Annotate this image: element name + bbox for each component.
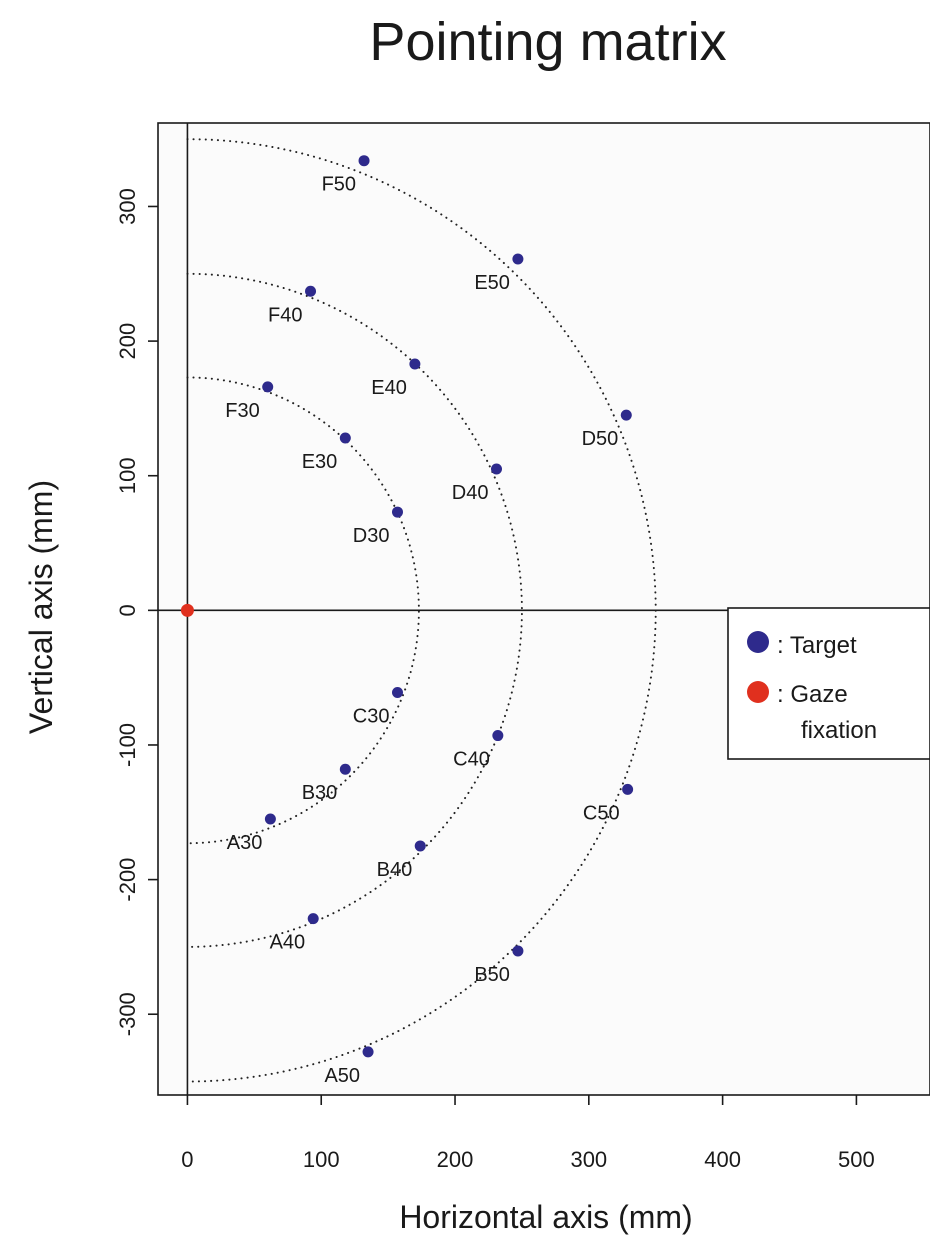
point-label-d30: D30: [353, 525, 390, 547]
point-b30: [339, 763, 351, 775]
point-label-e30: E30: [302, 451, 338, 473]
plot-frame: [157, 122, 930, 1096]
point-label-b30: B30: [302, 782, 338, 804]
point-f40: [305, 285, 317, 297]
point-label-d50: D50: [582, 428, 619, 450]
x-tick-label-0: 0: [181, 1147, 193, 1172]
legend-target-label: : Target: [777, 632, 857, 659]
point-label-c40: C40: [453, 749, 490, 771]
point-a40: [307, 913, 319, 925]
point-label-b50: B50: [474, 964, 510, 986]
point-label-e40: E40: [371, 377, 407, 399]
point-e50: [512, 253, 524, 265]
point-label-f40: F40: [268, 304, 302, 326]
point-b40: [414, 840, 426, 852]
point-d40: [491, 463, 503, 475]
point-d30: [391, 506, 403, 518]
point-e40: [409, 358, 421, 370]
point-f50: [358, 155, 370, 167]
legend: : Target : Gaze fixation: [727, 607, 930, 760]
y-tick-label--200: -200: [115, 858, 140, 902]
y-tick-label-100: 100: [115, 457, 140, 494]
point-e30: [339, 432, 351, 444]
point-label-a50: A50: [324, 1065, 360, 1087]
y-axis-ticks: -300 -200 -100 0 100 200 300: [115, 188, 158, 1036]
point-c40: [492, 730, 504, 742]
x-tick-label-400: 400: [704, 1147, 741, 1172]
legend-gaze-label-line2: fixation: [801, 717, 877, 744]
point-label-f50: F50: [322, 174, 356, 196]
point-label-e50: E50: [474, 272, 510, 294]
point-c30: [391, 686, 403, 698]
point-a50: [362, 1046, 374, 1058]
point-label-c30: C30: [353, 705, 390, 727]
arc-0: [186, 376, 420, 845]
point-a30: [264, 813, 276, 825]
legend-gaze-fixation-symbol: [747, 681, 769, 703]
y-tick-label-300: 300: [115, 188, 140, 225]
legend-gaze-label-line1: : Gaze: [777, 681, 848, 708]
x-tick-label-200: 200: [437, 1147, 474, 1172]
y-tick-label-0: 0: [115, 604, 140, 616]
point-c50: [622, 783, 634, 795]
chart-title: Pointing matrix: [369, 12, 726, 72]
point-label-f30: F30: [225, 400, 259, 422]
point-label-c50: C50: [583, 802, 620, 824]
x-axis-ticks: 0 100 200 300 400 500: [181, 1095, 875, 1172]
x-axis-title: Horizontal axis (mm): [399, 1199, 692, 1235]
arc-1: [186, 272, 523, 948]
point-d50: [620, 409, 632, 421]
point-f30: [262, 381, 274, 393]
y-tick-label-200: 200: [115, 323, 140, 360]
x-tick-label-300: 300: [570, 1147, 607, 1172]
point-label-d40: D40: [452, 482, 489, 504]
points-layer: F50 E50 D50 C50 B50 A50 F40 E40 D40 C40 B40 A40 F30 E…: [180, 155, 634, 1087]
y-tick-label--100: -100: [115, 723, 140, 767]
y-tick-label--300: -300: [115, 992, 140, 1036]
point-label-a30: A30: [227, 832, 263, 854]
point-label-a40: A40: [270, 932, 306, 954]
x-tick-label-100: 100: [303, 1147, 340, 1172]
x-tick-label-500: 500: [838, 1147, 875, 1172]
point-gaze-fixation: [180, 603, 194, 617]
point-b50: [512, 945, 524, 957]
legend-target-symbol: [747, 631, 769, 653]
y-axis-title: Vertical axis (mm): [23, 480, 59, 734]
point-label-b40: B40: [377, 859, 413, 881]
